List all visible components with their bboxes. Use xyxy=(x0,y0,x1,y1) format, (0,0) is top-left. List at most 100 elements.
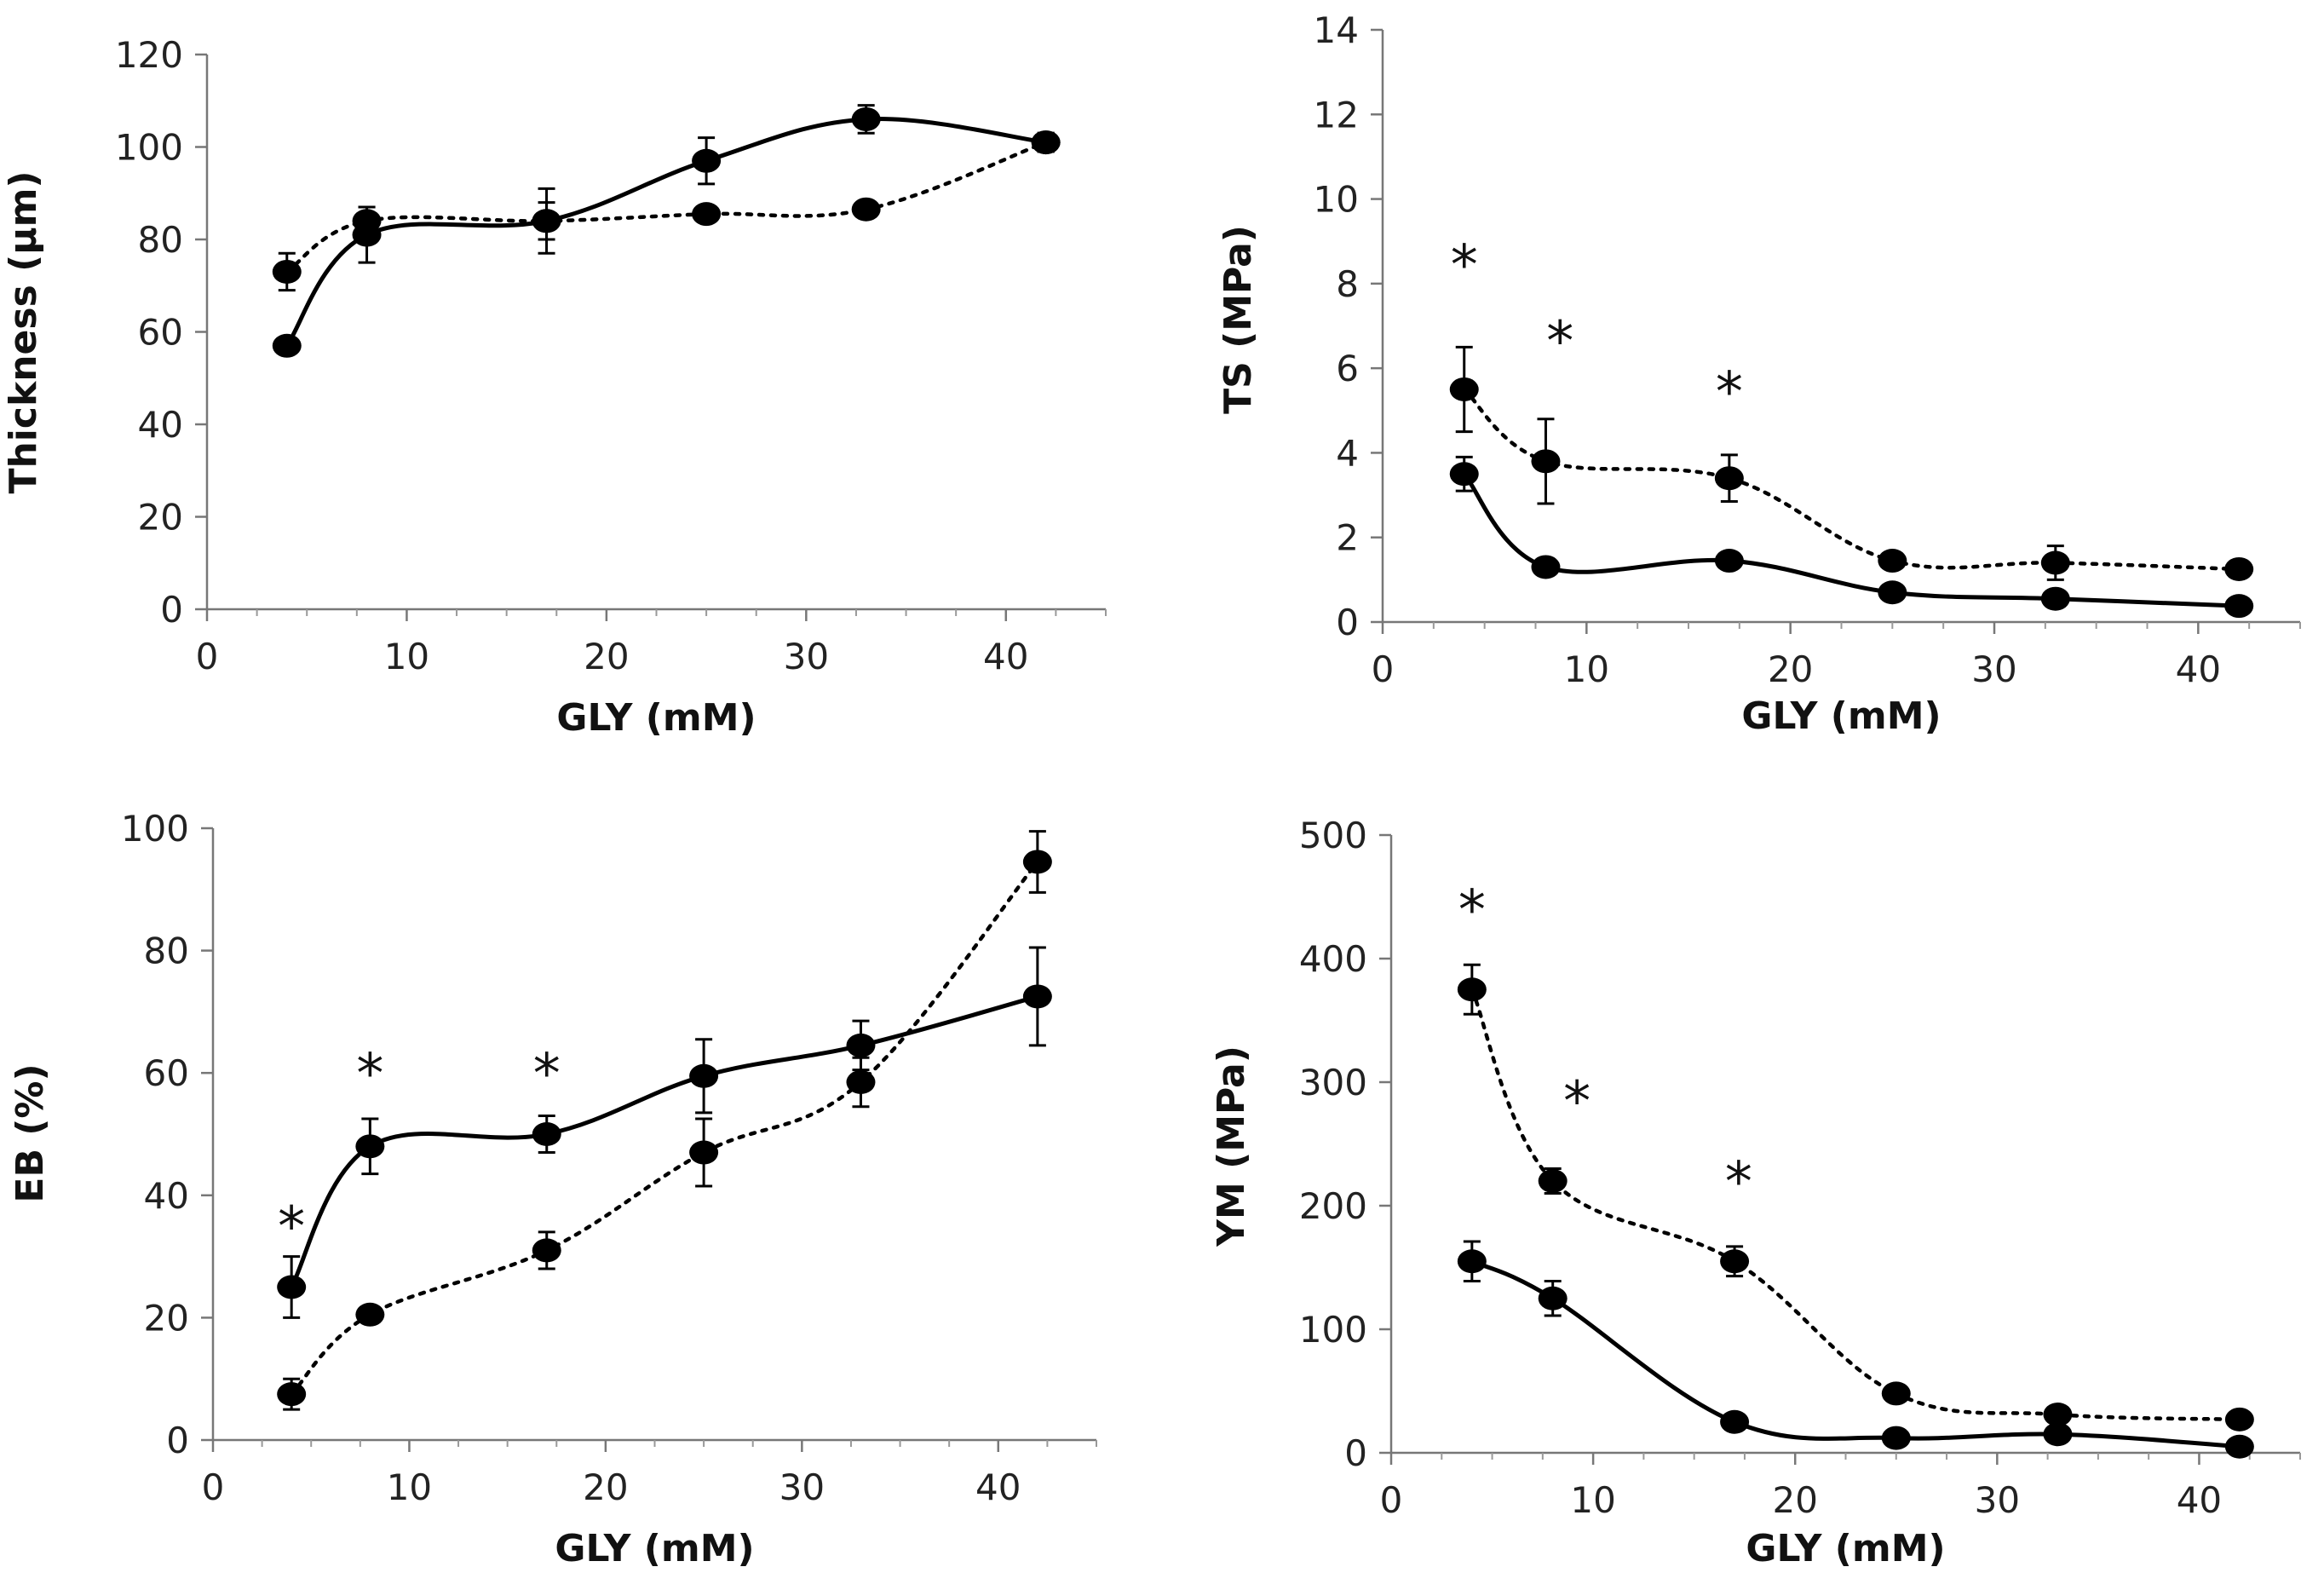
y-tick-label: 20 xyxy=(138,497,183,539)
data-point xyxy=(277,1382,307,1407)
chart-ym: 0 100 200 300 400 500 0 10 20 30 40 GLY (mM) YM (MPa… xyxy=(1210,815,2301,1570)
data-point xyxy=(692,202,722,227)
data-point xyxy=(1031,130,1061,155)
chart-ts: 0 2 4 6 8 10 12 14 0 10 20 30 40 GLY (mM) TS (MPa) * * * xyxy=(1217,9,2301,738)
data-point xyxy=(352,209,382,233)
x-axis-title: GLY (mM) xyxy=(555,1527,754,1570)
data-point xyxy=(846,1033,876,1057)
significance-asterisk: * xyxy=(1725,1151,1752,1214)
data-point xyxy=(1457,977,1487,1002)
significance-asterisk: * xyxy=(533,1043,561,1106)
series-line-dotted xyxy=(1470,988,2242,1422)
y-tick-label: 300 xyxy=(1299,1062,1367,1103)
data-point xyxy=(1720,1249,1750,1274)
data-point xyxy=(692,148,722,173)
x-axis-title: GLY (mM) xyxy=(1746,1527,1945,1570)
significance-asterisk: * xyxy=(1563,1071,1591,1134)
data-point xyxy=(851,107,881,131)
series-line-dotted xyxy=(1462,387,2241,572)
data-point xyxy=(2224,1407,2254,1432)
data-point xyxy=(1457,1249,1487,1274)
y-axis-title: Thickness (µm) xyxy=(2,170,45,493)
data-point xyxy=(1881,1426,1911,1450)
y-tick-label: 80 xyxy=(144,930,189,972)
series-solid xyxy=(277,946,1052,1319)
y-tick-label: 8 xyxy=(1336,263,1359,305)
data-point xyxy=(2040,586,2070,611)
y-axis-title: TS (MPa) xyxy=(1217,225,1260,414)
x-tick-label: 40 xyxy=(975,1466,1021,1508)
x-tick-label: 0 xyxy=(196,636,219,677)
significance-asterisk: * xyxy=(1458,879,1486,942)
x-tick-label: 0 xyxy=(1372,648,1395,690)
y-tick-label: 2 xyxy=(1336,517,1359,559)
y-tick-label: 0 xyxy=(1344,1432,1367,1474)
y-tick-label: 60 xyxy=(144,1052,189,1094)
data-point xyxy=(1022,984,1052,1009)
data-point xyxy=(272,259,302,284)
data-point xyxy=(1538,1286,1568,1311)
data-point xyxy=(2040,550,2070,575)
x-tick-label: 10 xyxy=(1564,648,1609,690)
x-tick-label: 10 xyxy=(384,636,429,677)
x-axis-title: GLY (mM) xyxy=(1741,694,1941,738)
x-tick-label: 40 xyxy=(983,636,1028,677)
data-point xyxy=(1538,1169,1568,1193)
significance-asterisk: * xyxy=(356,1043,383,1106)
series-line-dotted xyxy=(289,860,1040,1397)
series-dotted xyxy=(1449,345,2254,581)
y-tick-label: 120 xyxy=(115,34,183,76)
y-tick-label: 10 xyxy=(1314,179,1359,221)
series-dotted xyxy=(1457,963,2254,1432)
x-tick-label: 0 xyxy=(1380,1479,1403,1521)
data-point xyxy=(851,197,881,222)
x-tick-label: 20 xyxy=(583,1466,628,1508)
x-tick-label: 20 xyxy=(1768,648,1813,690)
y-tick-label: 100 xyxy=(115,127,183,169)
y-tick-label: 200 xyxy=(1299,1185,1367,1227)
series-line-solid xyxy=(285,117,1046,348)
data-point xyxy=(1720,1409,1750,1434)
series-dotted xyxy=(277,830,1052,1411)
series-line-dotted xyxy=(285,140,1048,274)
series-solid xyxy=(272,104,1061,358)
series-solid xyxy=(1457,1240,2254,1459)
y-tick-label: 500 xyxy=(1299,815,1367,856)
series-dotted xyxy=(272,130,1061,292)
chart-thickness: 0 20 40 60 80 100 120 0 10 20 30 40 GLY (mM) Thicknes… xyxy=(2,34,1107,740)
x-tick-label: 20 xyxy=(1772,1479,1817,1521)
y-tick-label: 0 xyxy=(166,1420,189,1461)
data-point xyxy=(689,1140,719,1165)
series-line-solid xyxy=(1462,472,2240,608)
y-tick-label: 100 xyxy=(121,808,189,850)
data-point xyxy=(272,333,302,358)
data-point xyxy=(1881,1381,1911,1406)
data-point xyxy=(1022,850,1052,874)
data-point xyxy=(2224,1434,2254,1459)
data-point xyxy=(1878,549,1907,573)
y-tick-label: 6 xyxy=(1336,348,1359,389)
data-point xyxy=(355,1134,385,1159)
data-point xyxy=(846,1069,876,1094)
y-tick-label: 0 xyxy=(1336,602,1359,643)
data-point xyxy=(689,1063,719,1088)
y-axis-title: YM (MPa) xyxy=(1210,1046,1253,1247)
y-tick-label: 0 xyxy=(160,589,183,631)
y-tick-label: 40 xyxy=(138,404,183,446)
data-point xyxy=(1449,462,1479,487)
significance-asterisk: * xyxy=(1716,361,1743,424)
series-solid xyxy=(1449,455,2254,619)
data-point xyxy=(2043,1422,2073,1447)
data-point xyxy=(1878,580,1907,605)
significance-asterisk: * xyxy=(278,1196,305,1259)
y-tick-label: 14 xyxy=(1314,9,1359,51)
data-point xyxy=(1531,555,1561,579)
data-point xyxy=(355,1302,385,1327)
data-point xyxy=(1714,549,1744,573)
data-point xyxy=(1449,377,1479,401)
x-tick-label: 10 xyxy=(387,1466,432,1508)
data-point xyxy=(1531,449,1561,474)
data-point xyxy=(532,209,561,233)
y-tick-label: 20 xyxy=(144,1297,189,1339)
chart-eb: 0 20 40 60 80 100 0 10 20 30 40 GLY (mM) EB (%) * * * xyxy=(9,808,1097,1570)
